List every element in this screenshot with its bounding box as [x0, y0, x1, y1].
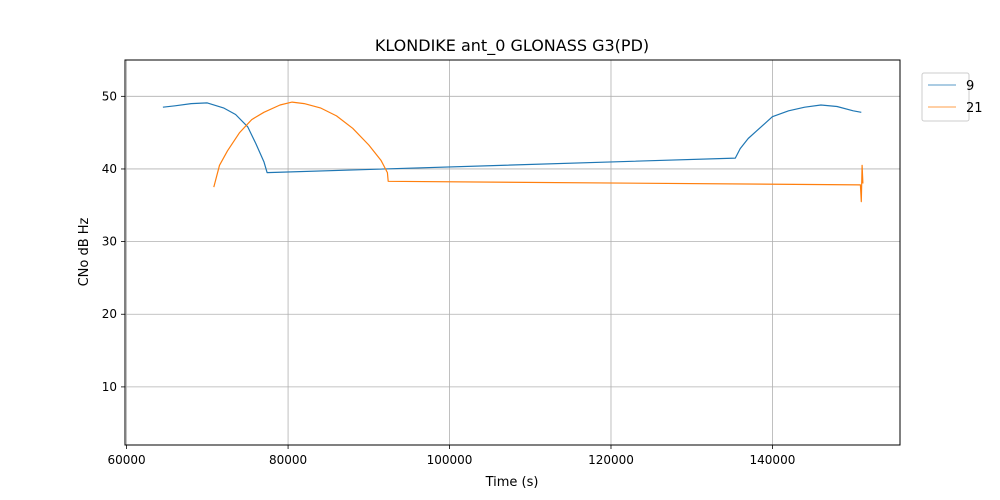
- y-tick-label: 20: [102, 307, 117, 321]
- legend-box: [921, 72, 970, 122]
- series-line-9: [162, 102, 862, 174]
- y-tick-label: 10: [102, 380, 117, 394]
- y-tick-label: 40: [102, 162, 117, 176]
- y-axis-ticks: 10 20 30 40 50: [102, 89, 125, 394]
- y-tick-label: 50: [102, 89, 117, 103]
- legend-label-series-21: 21: [966, 101, 983, 116]
- series-line-21: [213, 101, 864, 203]
- legend-label-series-9: 9: [966, 79, 974, 94]
- legend: 9 21: [921, 72, 983, 122]
- plot-frame: [124, 59, 901, 446]
- gridlines: [125, 60, 900, 445]
- y-tick-label: 30: [102, 235, 117, 249]
- x-axis-label: Time (s): [485, 475, 539, 490]
- x-tick-label: 120000: [588, 453, 634, 467]
- x-tick-label: 60000: [108, 453, 146, 467]
- x-axis-ticks: 60000 80000 100000 120000 140000: [108, 445, 796, 467]
- y-axis-label: CNo dB Hz: [77, 217, 92, 286]
- series-layer: [162, 101, 864, 203]
- x-tick-label: 100000: [427, 453, 473, 467]
- chart-title: KLONDIKE ant_0 GLONASS G3(PD): [375, 36, 649, 56]
- x-tick-label: 140000: [750, 453, 796, 467]
- x-tick-label: 80000: [269, 453, 307, 467]
